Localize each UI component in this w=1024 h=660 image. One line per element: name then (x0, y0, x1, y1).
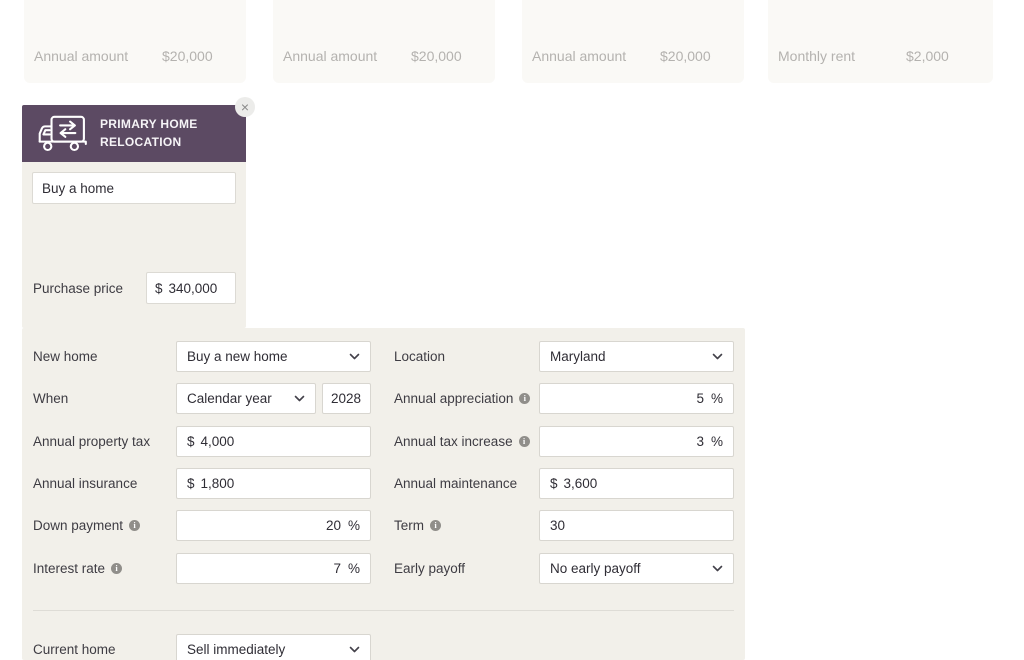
percent-suffix: % (710, 434, 723, 449)
annual-property-tax-value: 4,000 (200, 434, 235, 449)
annual-property-tax-input[interactable]: $ 4,000 (176, 426, 371, 457)
dollar-prefix: $ (155, 280, 163, 296)
when-year-value: 2028 (331, 391, 362, 406)
purchase-price-row: Purchase price $ 340,000 (33, 272, 236, 304)
relocation-form-panel: New home Buy a new home Location Marylan… (22, 328, 745, 660)
percent-suffix: % (710, 391, 723, 406)
annual-insurance-value: 1,800 (200, 476, 235, 491)
percent-suffix: % (347, 561, 360, 576)
early-payoff-select[interactable]: No early payoff (539, 553, 734, 584)
annual-insurance-label: Annual insurance (33, 476, 138, 491)
current-home-label: Current home (33, 642, 116, 657)
purchase-price-label: Purchase price (33, 280, 124, 296)
annual-property-tax-label: Annual property tax (33, 434, 151, 449)
summary-card[interactable]: Annual amount $20,000 (273, 0, 495, 83)
purchase-price-value: 340,000 (168, 280, 218, 296)
term-value: 30 (550, 518, 566, 533)
down-payment-label: Down payment i (33, 518, 176, 533)
down-payment-value: 20 (325, 518, 341, 533)
annual-tax-increase-label: Annual tax increase i (394, 434, 539, 449)
title-line-1: PRIMARY HOME (100, 117, 198, 132)
info-icon[interactable]: i (430, 520, 441, 531)
form-row: When Calendar year 2028 Annual appreciat… (33, 383, 734, 414)
summary-card-line: Annual amount $20,000 (283, 48, 485, 64)
relocation-card-header: PRIMARY HOME RELOCATION (22, 105, 246, 162)
info-icon[interactable]: i (518, 436, 530, 447)
annual-tax-increase-input[interactable]: 3 % (539, 426, 734, 457)
location-label: Location (394, 349, 446, 364)
current-home-select[interactable]: Sell immediately (176, 634, 371, 660)
annual-appreciation-input[interactable]: 5 % (539, 383, 734, 414)
interest-rate-input[interactable]: 7 % (176, 553, 371, 584)
summary-card-value: $20,000 (660, 48, 711, 64)
annual-maintenance-input[interactable]: $ 3,600 (539, 468, 734, 499)
new-home-select[interactable]: Buy a new home (176, 341, 371, 372)
interest-rate-value: 7 (333, 561, 341, 576)
chevron-down-icon (349, 646, 360, 653)
title-line-2: RELOCATION (100, 134, 182, 149)
purchase-price-input[interactable]: $ 340,000 (146, 272, 236, 304)
when-type-select[interactable]: Calendar year (176, 383, 316, 414)
early-payoff-selected-value: No early payoff (550, 561, 641, 576)
chevron-down-icon (294, 395, 305, 402)
percent-suffix: % (347, 518, 360, 533)
form-row: Annual insurance $ 1,800 Annual maintena… (33, 468, 734, 499)
dollar-prefix: $ (187, 434, 195, 449)
scenario-name-input[interactable] (32, 172, 236, 204)
summary-card-label: Annual amount (283, 48, 378, 64)
summary-card-line: Annual amount $20,000 (34, 48, 236, 64)
new-home-label: New home (33, 349, 98, 364)
summary-card-value: $20,000 (411, 48, 462, 64)
annual-maintenance-label: Annual maintenance (394, 476, 518, 491)
annual-maintenance-value: 3,600 (563, 476, 598, 491)
close-icon[interactable]: × (235, 97, 255, 117)
section-divider (33, 610, 734, 611)
summary-card-label: Annual amount (532, 48, 627, 64)
form-row: Interest rate i 7 % Early payoff No early… (33, 553, 734, 584)
dollar-prefix: $ (187, 476, 195, 491)
form-row: Current home Sell immediately (33, 634, 734, 660)
when-year-input[interactable]: 2028 (322, 383, 371, 414)
when-label: When (33, 391, 69, 406)
summary-card-value: $20,000 (162, 48, 213, 64)
form-row: Down payment i 20 % Term i 30 (33, 510, 734, 541)
annual-tax-increase-value: 3 (696, 434, 704, 449)
summary-card-line: Monthly rent $2,000 (778, 48, 983, 64)
current-home-selected-value: Sell immediately (187, 642, 286, 657)
chevron-down-icon (712, 353, 723, 360)
summary-card[interactable]: Annual amount $20,000 (522, 0, 744, 83)
early-payoff-label: Early payoff (394, 561, 466, 576)
term-label: Term i (394, 518, 539, 533)
location-select[interactable]: Maryland (539, 341, 734, 372)
location-selected-value: Maryland (550, 349, 606, 364)
primary-home-relocation-card: PRIMARY HOME RELOCATION Purchase price $… (22, 105, 246, 328)
moving-truck-icon (36, 114, 88, 154)
dollar-prefix: $ (550, 476, 558, 491)
summary-card[interactable]: Annual amount $20,000 (24, 0, 246, 83)
relocation-card-title: PRIMARY HOME RELOCATION (100, 116, 198, 151)
summary-card[interactable]: Monthly rent $2,000 (768, 0, 993, 83)
summary-card-line: Annual amount $20,000 (532, 48, 734, 64)
interest-rate-label: Interest rate i (33, 561, 176, 576)
term-input[interactable]: 30 (539, 510, 734, 541)
summary-card-label: Monthly rent (778, 48, 856, 64)
form-row: Annual property tax $ 4,000 Annual tax i… (33, 426, 734, 457)
summary-card-value: $2,000 (906, 48, 949, 64)
annual-insurance-input[interactable]: $ 1,800 (176, 468, 371, 499)
chevron-down-icon (349, 353, 360, 360)
annual-appreciation-label: Annual appreciation i (394, 391, 539, 406)
when-selected-value: Calendar year (187, 391, 272, 406)
down-payment-input[interactable]: 20 % (176, 510, 371, 541)
info-icon[interactable]: i (519, 393, 531, 404)
chevron-down-icon (712, 565, 723, 572)
info-icon[interactable]: i (129, 520, 141, 531)
summary-card-label: Annual amount (34, 48, 129, 64)
annual-appreciation-value: 5 (696, 391, 704, 406)
when-combo: Calendar year 2028 (176, 383, 371, 414)
form-row: New home Buy a new home Location Marylan… (33, 341, 734, 372)
info-icon[interactable]: i (111, 563, 123, 574)
new-home-selected-value: Buy a new home (187, 349, 288, 364)
